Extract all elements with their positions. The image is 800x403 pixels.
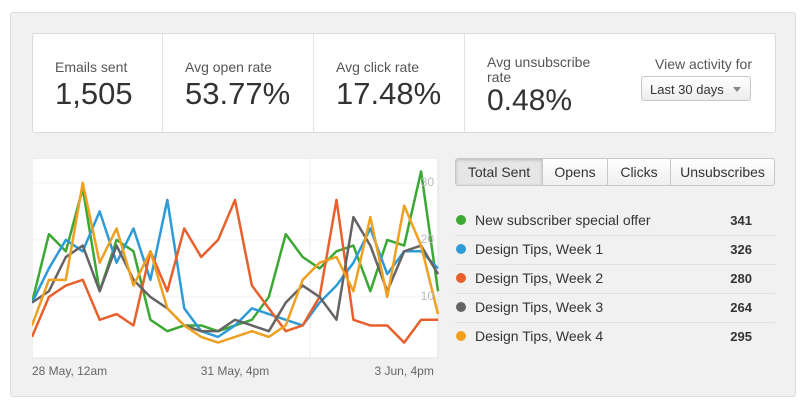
legend-row: Design Tips, Week 1 326 — [455, 235, 775, 265]
legend-total: 280 — [730, 271, 752, 286]
period-dropdown[interactable]: Last 30 days — [641, 76, 751, 101]
stat-label: Emails sent — [55, 59, 128, 75]
legend-swatch — [456, 331, 466, 341]
legend-label: Design Tips, Week 3 — [475, 299, 604, 315]
legend-total: 341 — [730, 213, 752, 228]
stat: Avg unsubscribe rate 0.48% — [465, 34, 615, 132]
legend-total: 295 — [730, 329, 752, 344]
legend-swatch — [456, 244, 466, 254]
legend-row: Design Tips, Week 2 280 — [455, 264, 775, 294]
legend-label: Design Tips, Week 2 — [475, 270, 604, 286]
stat: Emails sent 1,505 — [33, 34, 163, 132]
y-tick-label: 20 — [421, 232, 435, 246]
tab[interactable]: Total Sent — [456, 159, 543, 185]
activity-label: View activity for — [655, 56, 752, 72]
stat-value: 17.48% — [336, 76, 442, 111]
tab[interactable]: Unsubscribes — [680, 164, 765, 180]
legend-row: New subscriber special offer 341 — [455, 206, 775, 236]
series-line — [32, 198, 438, 344]
y-tick-label: 10 — [421, 289, 435, 303]
x-tick-label: 28 May, 12am — [32, 364, 107, 378]
stat: Avg click rate 17.48% — [314, 34, 465, 132]
legend-swatch — [456, 215, 466, 225]
legend-swatch — [456, 302, 466, 312]
stat-label: Avg open rate — [185, 59, 272, 75]
x-tick-label: 3 Jun, 4pm — [374, 364, 433, 378]
series-line — [32, 181, 440, 344]
stat-value: 1,505 — [55, 76, 133, 111]
y-tick-label: 30 — [421, 175, 435, 189]
stat-label: Avg click rate — [336, 59, 419, 75]
legend-label: New subscriber special offer — [475, 212, 651, 228]
stat: Avg open rate 53.77% — [163, 34, 314, 132]
tabs: Total Sent Opens Clicks Unsubscribes — [455, 158, 775, 186]
x-tick-label: 31 May, 4pm — [201, 364, 269, 378]
legend-total: 326 — [730, 242, 752, 257]
legend-label: Design Tips, Week 4 — [475, 328, 604, 344]
legend-row: Design Tips, Week 3 264 — [455, 293, 775, 323]
legend-total: 264 — [730, 300, 752, 315]
tab[interactable]: Clicks — [608, 159, 671, 185]
legend-label: Design Tips, Week 1 — [475, 241, 604, 257]
series-line — [32, 198, 439, 339]
legend-swatch — [456, 273, 466, 283]
stat-label: Avg unsubscribe rate — [487, 54, 591, 85]
chart: 10 20 30 28 May, 12am 31 May, 4pm 3 Jun, 4pm — [32, 158, 440, 378]
tab[interactable]: Opens — [543, 159, 608, 185]
stats-box: Emails sent 1,505 Avg open rate 53.77% A… — [32, 33, 776, 133]
stat-value: 0.48% — [487, 84, 573, 117]
plot-area — [32, 158, 439, 359]
stat-value: 53.77% — [185, 76, 291, 111]
series-line — [32, 215, 440, 333]
legend-row: Design Tips, Week 4 295 — [455, 322, 775, 351]
